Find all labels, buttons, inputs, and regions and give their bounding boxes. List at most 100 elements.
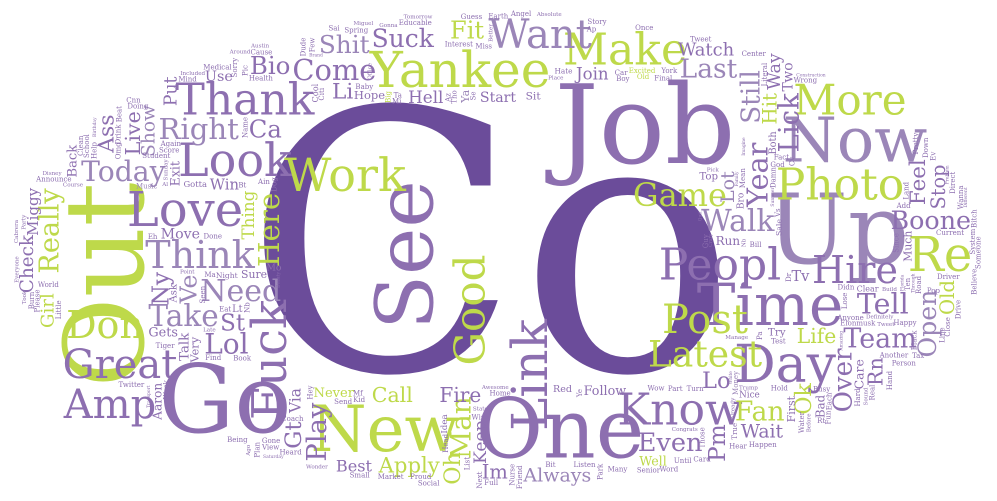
cloud-word: Trump — [739, 385, 758, 391]
cloud-word: Fan — [735, 397, 785, 428]
cloud-word: Come — [292, 53, 376, 87]
cloud-word: Fire — [439, 383, 481, 407]
cloud-word: Ask — [168, 283, 179, 303]
cloud-word: Tv — [791, 268, 810, 285]
cloud-word: Old — [936, 280, 959, 315]
cloud-word: Spring — [344, 27, 368, 35]
cloud-word: Disney — [42, 171, 62, 177]
cloud-word: Included — [180, 71, 205, 77]
cloud-word: Big — [384, 91, 392, 103]
cloud-word: Se — [470, 91, 478, 100]
cloud-word: Really — [34, 188, 65, 274]
cloud-word: More — [793, 76, 906, 125]
cloud-word: Crazy — [708, 233, 714, 247]
cloud-word: Good — [446, 254, 495, 365]
cloud-word: Announce — [35, 176, 71, 184]
cloud-word: Guess — [461, 13, 483, 21]
cloud-word: Birthday — [92, 117, 98, 137]
cloud-word: Look — [178, 133, 293, 187]
cloud-word: Busy — [813, 386, 830, 394]
cloud-word: Cause — [251, 48, 273, 56]
cloud-word: Photo — [776, 160, 905, 211]
cloud-word: Pop — [927, 287, 941, 295]
cloud-word: Story — [587, 18, 606, 26]
cloud-word: Transport — [146, 385, 152, 408]
cloud-word: Put — [161, 76, 181, 106]
cloud-word: Word — [659, 466, 678, 474]
cloud-word: Oh — [440, 452, 466, 485]
cloud-word: State — [473, 406, 489, 412]
cloud-word: Boy — [616, 75, 629, 83]
cloud-word: Feel — [906, 159, 931, 205]
cloud-word: List — [464, 457, 472, 470]
cloud-word: Love — [127, 182, 243, 238]
cloud-word: Amp — [63, 382, 156, 428]
cloud-word: Next — [476, 471, 484, 488]
cloud-word: Miggy — [24, 187, 42, 235]
cloud-word: Happen — [749, 441, 777, 449]
cloud-word: Add — [896, 202, 912, 210]
cloud-word: Ten — [904, 277, 912, 290]
cloud-word: Tomorrow — [404, 14, 433, 20]
cloud-word: Congrats — [672, 427, 698, 433]
cloud-word: Anyone — [836, 314, 863, 322]
cloud-word: Construction — [796, 72, 826, 78]
cloud-word: Plan — [254, 441, 262, 457]
cloud-word: Doing — [127, 102, 149, 110]
cloud-word: Score — [159, 146, 179, 154]
cloud-word: Build — [882, 287, 897, 293]
cloud-word: Miguel — [353, 21, 373, 27]
cloud-word: Center — [742, 50, 767, 58]
cloud-word: Head — [442, 433, 450, 452]
cloud-word: Here — [252, 193, 286, 267]
cloud-word: Hope — [354, 88, 385, 102]
cloud-word: Hire — [812, 248, 898, 292]
cloud-word: Money — [732, 371, 740, 395]
cloud-word: Hold — [771, 384, 789, 392]
cloud-word: Angel — [510, 10, 532, 18]
cloud-word: Cabrera — [14, 219, 20, 243]
cloud-word: Nice — [739, 390, 760, 400]
cloud-word: Ye — [576, 389, 584, 398]
cloud-word: Being — [227, 436, 248, 444]
cloud-word: Sai — [328, 25, 340, 33]
cloud-word: Lot — [717, 171, 739, 203]
cloud-word: Since — [893, 233, 901, 253]
cloud-word: Different — [963, 187, 969, 207]
cloud-word: Eat — [219, 305, 231, 313]
cloud-word: Think — [145, 233, 255, 277]
cloud-word: World — [38, 281, 60, 289]
cloud-word: Listen — [574, 461, 596, 469]
cloud-word: Book — [233, 355, 252, 363]
cloud-word: Yankee — [369, 41, 551, 99]
cloud-word: Current — [936, 229, 964, 237]
cloud-word: Watch — [678, 39, 735, 60]
cloud-word: Stop — [927, 165, 950, 210]
cloud-word: Hate — [554, 66, 572, 75]
cloud-word: Mean — [739, 168, 747, 188]
cloud-word: Line — [938, 327, 946, 343]
cloud-word: Much — [901, 231, 914, 262]
cloud-word: Need — [200, 274, 281, 309]
cloud-word: Az — [444, 93, 452, 103]
cloud-word: Elonmusk — [840, 320, 876, 328]
cloud-word: Check — [17, 234, 38, 293]
cloud-word: Best — [336, 456, 373, 475]
cloud-word: See — [359, 180, 452, 330]
cloud-word: Ve — [174, 274, 202, 304]
cloud-word: Dr — [785, 272, 793, 282]
cloud-word: Idea — [440, 414, 450, 433]
cloud-word: Cool — [310, 83, 320, 102]
cloud-word: Both — [768, 131, 779, 154]
cloud-word: Tweet — [690, 35, 712, 43]
cloud-word: Mf — [353, 390, 364, 398]
cloud-word: Hand — [886, 370, 894, 390]
cloud-word: Educable — [399, 19, 432, 27]
cloud-word: Black — [911, 330, 919, 350]
cloud-word: Tho — [450, 90, 458, 103]
cloud-word: Cnn — [126, 97, 141, 105]
cloud-word: Imagine — [741, 137, 747, 156]
cloud-word: Mi — [392, 97, 402, 105]
cloud-word: Office — [367, 62, 373, 79]
